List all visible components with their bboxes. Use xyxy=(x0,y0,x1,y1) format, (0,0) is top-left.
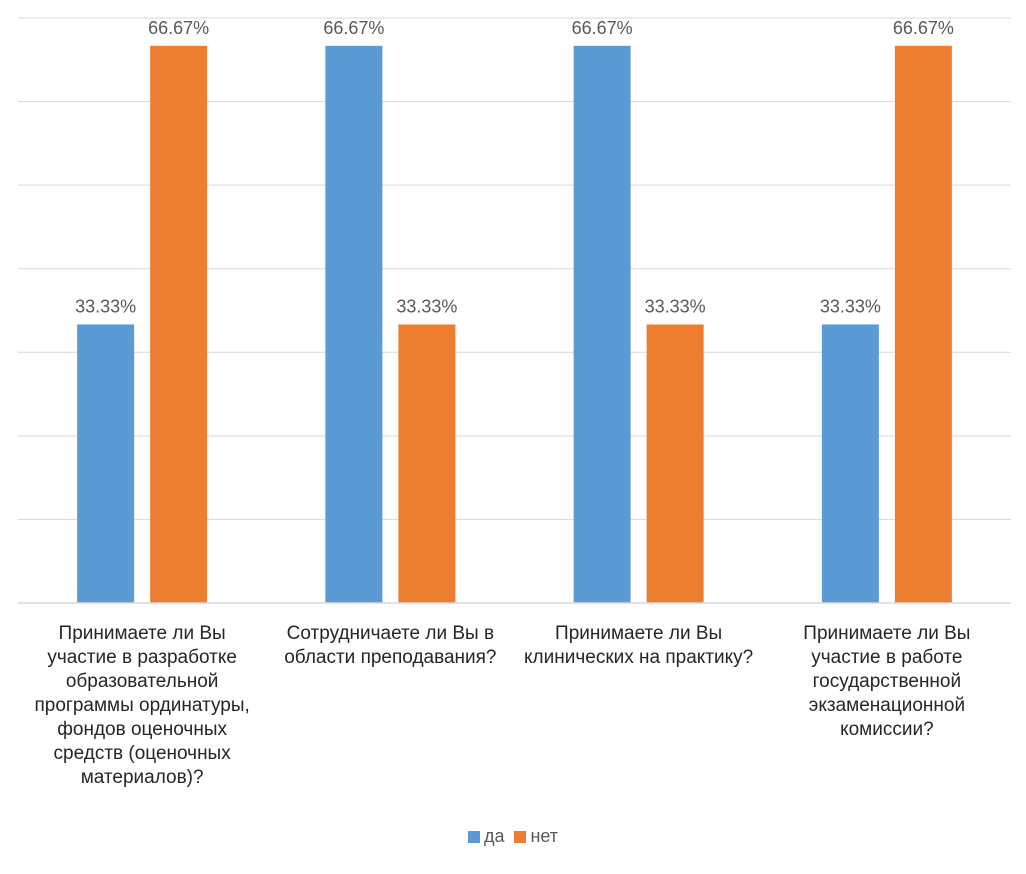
legend-swatch-da xyxy=(467,830,480,843)
legend-item-net: нет xyxy=(514,826,558,847)
legend-item-da: да xyxy=(467,826,505,847)
category-label: Принимаете ли Вы участие в работе госуда… xyxy=(803,623,971,740)
bar-да xyxy=(573,45,631,603)
legend-swatch-net xyxy=(514,830,527,843)
bar-labels: 33.33% 66.67% 66.67% 33.33% 66.67% 33.33% 33.3… xyxy=(75,18,954,317)
bars xyxy=(77,45,952,603)
category-label: Принимаете ли Вы клинических на практику… xyxy=(524,623,754,668)
legend: да нет xyxy=(0,826,1026,847)
data-label: 66.67% xyxy=(148,18,209,38)
legend-label: нет xyxy=(530,826,559,846)
bar-нет xyxy=(150,45,208,603)
bar-да xyxy=(325,45,383,603)
data-label: 66.67% xyxy=(323,18,384,38)
data-label: 33.33% xyxy=(75,296,136,316)
bar-да xyxy=(77,324,135,603)
bar-нет xyxy=(646,324,704,603)
bar-нет xyxy=(894,45,952,603)
data-label: 66.67% xyxy=(893,18,954,38)
data-label: 33.33% xyxy=(645,296,706,316)
data-label: 66.67% xyxy=(572,18,633,38)
data-label: 33.33% xyxy=(396,296,457,316)
data-label: 33.33% xyxy=(820,296,881,316)
legend-label: да xyxy=(483,826,505,846)
category-label: Принимаете ли Вы участие в разработке об… xyxy=(34,623,250,788)
category-label: Сотрудничаете ли Вы в области преподаван… xyxy=(284,623,497,668)
bar-да xyxy=(821,324,879,603)
bar-нет xyxy=(398,324,456,603)
